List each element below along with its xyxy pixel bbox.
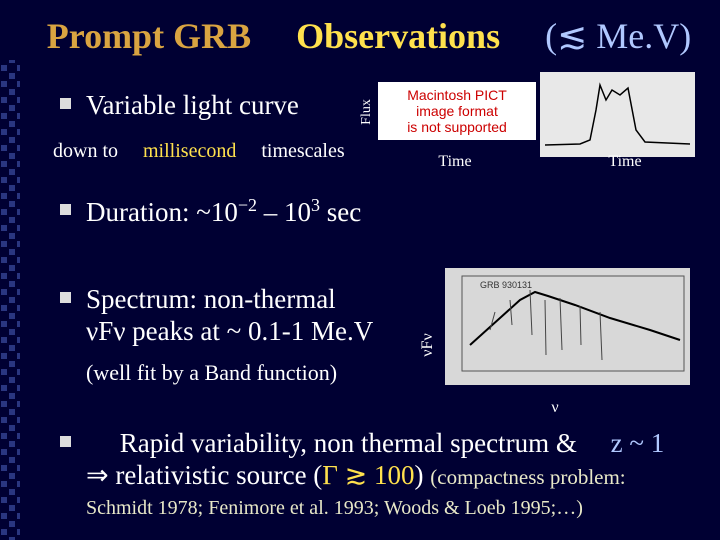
bullet-subtext: down to millisecond timescales	[28, 140, 360, 162]
title-part: (≲ Me.V)	[545, 16, 691, 56]
bullet-text: Variable light curve	[86, 90, 299, 120]
error-bars	[489, 289, 603, 361]
spectrum-frame	[461, 275, 685, 372]
placeholder-text: is not supported	[407, 119, 507, 135]
bullet-text: Rapid variability, non thermal spectrum …	[86, 428, 685, 458]
text-part: millisecond	[143, 140, 236, 162]
text-part: timescales	[261, 140, 345, 162]
bullet-text: Spectrum: non-thermal	[86, 284, 336, 314]
text-part: )	[415, 460, 424, 490]
title-part: Prompt GRB	[47, 16, 251, 56]
plot-label: GRB 930131	[480, 280, 532, 290]
axis-label: νFν	[419, 333, 436, 356]
bullet-subtext: (well fit by a Band function)	[86, 360, 337, 385]
band-fit	[469, 290, 681, 346]
superscript: −2	[238, 195, 257, 215]
bullet-marker	[60, 98, 71, 109]
edge-pattern	[0, 60, 20, 540]
text-part: Γ ≳ 100	[322, 460, 414, 490]
axis-label: Flux	[359, 99, 374, 125]
bullet-marker	[60, 436, 71, 447]
superscript: 3	[311, 195, 320, 215]
axis-label: Time	[438, 153, 471, 170]
spectrum-image	[445, 268, 690, 385]
bullet-subtext: Schmidt 1978; Fenimore et al. 1993; Wood…	[86, 497, 583, 519]
text-part: – 10	[257, 197, 311, 227]
axis-label: ν	[551, 399, 558, 416]
bullet-text: Duration: ~10−2 – 103 sec	[86, 195, 361, 227]
bullet-marker	[60, 204, 71, 215]
placeholder-text: image format	[416, 103, 498, 119]
title-part: Observations	[296, 16, 500, 56]
text-part: z ~ 1	[611, 428, 665, 458]
image-placeholder	[378, 82, 536, 140]
text-part: ⇒ relativistic source (	[86, 460, 322, 490]
slide-title: Prompt GRB Observations (≲ Me.V)	[2, 16, 718, 56]
axis-label: Time	[608, 153, 641, 170]
placeholder-text: Macintosh PICT	[407, 87, 507, 103]
text-part: Rapid variability, non thermal spectrum …	[120, 428, 577, 458]
bullet-text: νFν peaks at ~ 0.1-1 Me.V	[86, 316, 374, 346]
bullet-marker	[60, 292, 71, 303]
text-part: (compactness problem:	[430, 465, 625, 489]
bullet-text: ⇒ relativistic source (Γ ≳ 100) (compact…	[86, 460, 626, 490]
text-part: Duration: ~10	[86, 197, 238, 227]
light-curve	[544, 82, 691, 146]
text-part: sec	[320, 197, 361, 227]
text-part: down to	[53, 140, 118, 162]
